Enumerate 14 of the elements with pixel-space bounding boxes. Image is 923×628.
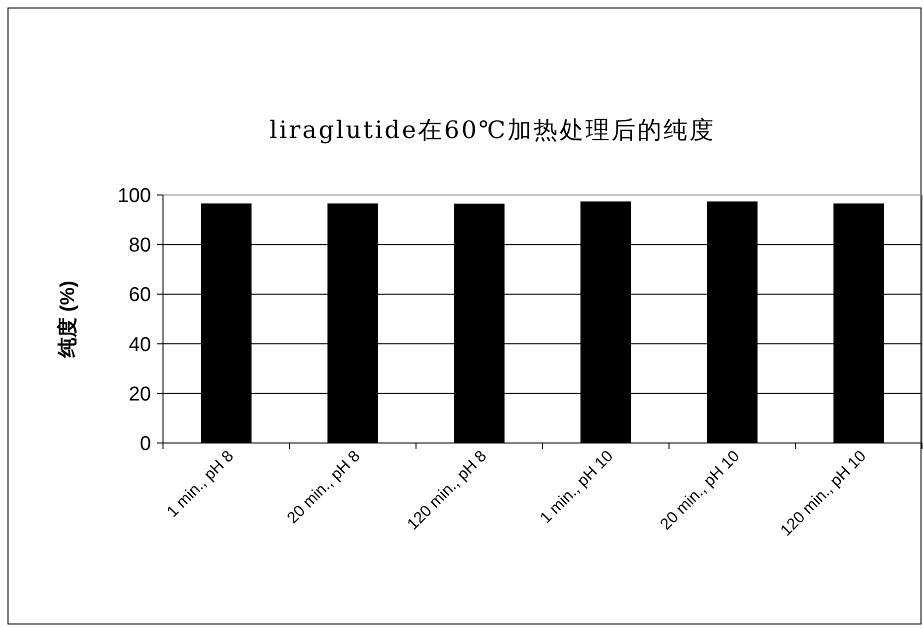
x-tick-label: 20 min., pH 8: [284, 448, 364, 528]
x-tick-label: 120 min., pH 10: [778, 448, 870, 540]
y-axis-title: 纯度 (%): [56, 280, 79, 358]
y-tick-label: 0: [140, 433, 151, 455]
y-tick-label: 20: [128, 383, 151, 406]
chart-title: liraglutide在60℃加热处理后的纯度: [270, 116, 716, 144]
x-tick-label: 20 min., pH 10: [657, 448, 744, 534]
y-tick-label: 80: [128, 234, 151, 257]
y-tick-label: 60: [128, 284, 151, 306]
y-tick-label: 40: [128, 334, 151, 356]
x-tick-label: 1 min., pH 8: [164, 448, 238, 521]
y-tick-label: 100: [118, 185, 151, 207]
x-tick-label: 1 min., pH 10: [537, 448, 617, 528]
x-tick-label: 120 min., pH 8: [404, 448, 490, 534]
